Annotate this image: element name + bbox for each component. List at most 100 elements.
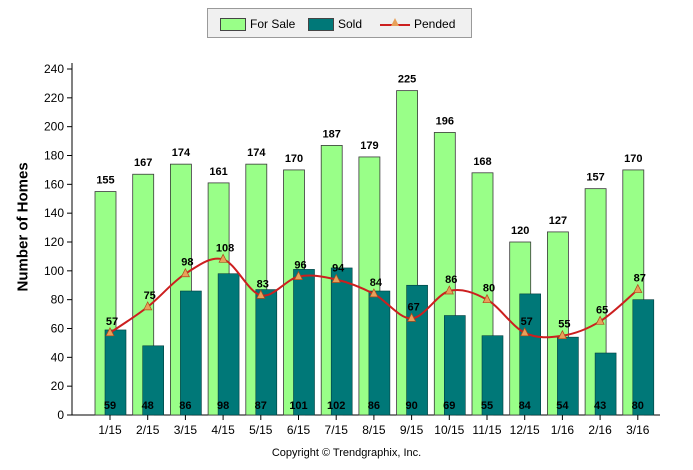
data-label-pended: 65 xyxy=(596,304,608,316)
data-label-pended: 108 xyxy=(216,242,234,254)
data-label-sold: 59 xyxy=(104,400,116,412)
data-label-pended: 57 xyxy=(106,316,118,328)
legend-swatch-for-sale xyxy=(220,17,246,31)
y-tick-label: 20 xyxy=(51,379,65,393)
x-tick-label: 12/15 xyxy=(510,423,540,437)
x-tick-label: 3/15 xyxy=(174,423,198,437)
data-label-sold: 86 xyxy=(179,400,191,412)
legend-item-for-sale: For Sale xyxy=(220,17,295,31)
x-tick-label: 11/15 xyxy=(472,423,501,437)
data-label-sold: 80 xyxy=(632,400,644,412)
data-label-for-sale: 174 xyxy=(172,147,191,159)
data-label-for-sale: 179 xyxy=(360,140,378,152)
legend-label-for-sale: For Sale xyxy=(250,17,296,31)
x-tick-label: 3/16 xyxy=(626,423,650,437)
data-label-sold: 90 xyxy=(405,400,417,412)
bar-sold xyxy=(142,345,164,416)
data-label-sold: 87 xyxy=(255,400,267,412)
data-label-pended: 75 xyxy=(144,290,156,302)
bar-sold xyxy=(557,336,579,416)
marker-pended xyxy=(331,273,341,283)
marker-pended xyxy=(218,253,228,263)
data-label-for-sale: 161 xyxy=(209,166,227,178)
bar-sold xyxy=(632,299,655,416)
marker-pended xyxy=(482,293,492,304)
bar-sold xyxy=(330,267,353,416)
y-tick-label: 40 xyxy=(51,350,65,364)
y-tick-label: 80 xyxy=(51,293,65,307)
legend-swatch-sold xyxy=(308,17,334,31)
legend-label-pended: Pended xyxy=(414,17,456,31)
data-label-for-sale: 157 xyxy=(586,172,604,184)
marker-pended xyxy=(595,315,605,325)
data-label-sold: 48 xyxy=(142,400,154,412)
data-label-for-sale: 225 xyxy=(398,74,416,86)
data-label-pended: 84 xyxy=(370,277,383,289)
bar-sold xyxy=(443,315,466,416)
y-tick-label: 240 xyxy=(44,62,64,76)
marker-pended xyxy=(369,288,379,298)
bar-sold xyxy=(481,335,504,416)
bar-sold xyxy=(594,352,617,416)
x-tick-label: 6/15 xyxy=(287,423,311,437)
legend-item-pended: Pended xyxy=(380,17,455,31)
marker-pended xyxy=(633,283,643,293)
bar-sold xyxy=(519,293,542,416)
data-label-for-sale: 120 xyxy=(511,225,529,237)
y-tick-label: 180 xyxy=(44,149,64,163)
marker-pended xyxy=(444,285,454,295)
y-tick-label: 140 xyxy=(44,206,64,220)
marker-pended xyxy=(293,270,304,280)
marker-pended xyxy=(105,327,115,337)
data-label-pended: 80 xyxy=(483,283,495,295)
x-tick-label: 7/15 xyxy=(325,423,349,437)
marker-pended xyxy=(557,329,567,340)
data-label-sold: 55 xyxy=(481,400,493,412)
bar-sold xyxy=(293,269,315,416)
legend-label-sold: Sold xyxy=(338,17,363,31)
x-tick-label: 10/15 xyxy=(434,423,464,437)
marker-pended xyxy=(256,289,266,299)
data-label-for-sale: 167 xyxy=(134,157,152,169)
data-label-for-sale: 170 xyxy=(624,153,642,165)
x-tick-label: 5/15 xyxy=(249,423,273,437)
data-label-pended: 55 xyxy=(558,319,570,331)
data-label-pended: 86 xyxy=(445,274,457,286)
data-label-sold: 102 xyxy=(327,400,345,412)
data-label-for-sale: 187 xyxy=(323,128,341,140)
bar-sold xyxy=(255,289,278,416)
x-tick-label: 1/16 xyxy=(551,423,575,437)
data-label-for-sale: 127 xyxy=(549,215,567,227)
x-tick-label: 2/16 xyxy=(588,423,612,437)
y-tick-label: 120 xyxy=(44,235,64,249)
data-label-pended: 94 xyxy=(332,262,345,274)
legend: For Sale Sold Pended xyxy=(207,8,472,38)
data-label-pended: 67 xyxy=(407,301,419,313)
copyright: Copyright © Trendgraphix, Inc. xyxy=(271,447,422,459)
y-tick-label: 160 xyxy=(44,177,64,191)
data-label-for-sale: 170 xyxy=(285,153,303,165)
x-tick-label: 1/15 xyxy=(98,423,122,437)
data-label-pended: 87 xyxy=(634,273,646,285)
y-axis-label: Number of Homes xyxy=(14,162,32,292)
bar-sold xyxy=(368,290,391,416)
y-tick-label: 60 xyxy=(51,322,65,336)
marker-pended xyxy=(143,301,153,311)
data-label-sold: 84 xyxy=(519,400,532,412)
data-label-sold: 43 xyxy=(594,400,606,412)
y-tick-label: 0 xyxy=(57,408,64,422)
data-label-pended: 96 xyxy=(294,260,306,272)
y-tick-label: 220 xyxy=(44,91,64,105)
data-label-sold: 54 xyxy=(556,400,569,412)
data-label-pended: 83 xyxy=(257,278,269,290)
data-label-for-sale: 168 xyxy=(473,156,491,168)
x-tick-label: 2/15 xyxy=(136,423,160,437)
marker-pended xyxy=(407,312,417,322)
marker-pended xyxy=(520,327,530,337)
data-label-for-sale: 155 xyxy=(96,175,114,187)
data-label-sold: 69 xyxy=(443,400,455,412)
data-label-sold: 98 xyxy=(217,400,229,412)
legend-swatch-pended xyxy=(380,17,410,31)
y-tick-label: 200 xyxy=(44,120,64,134)
